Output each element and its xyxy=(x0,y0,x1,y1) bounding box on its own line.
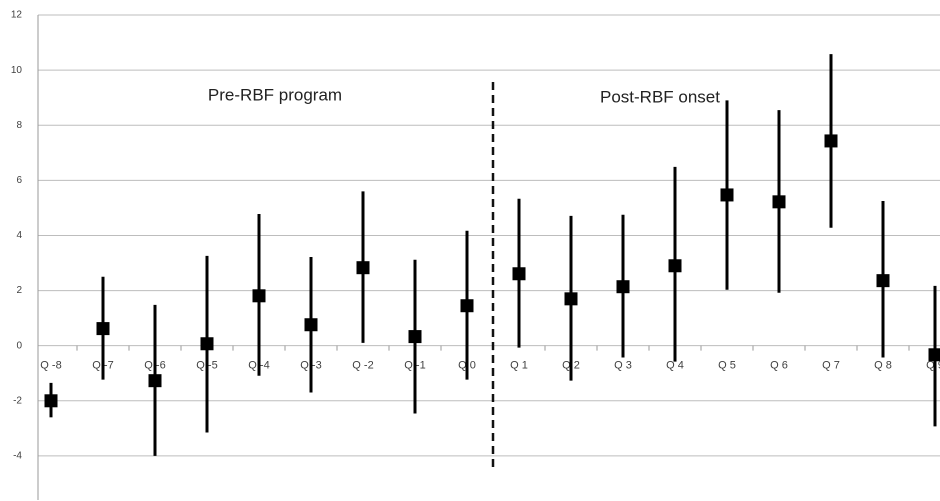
point-marker xyxy=(668,259,682,273)
x-tick-label: Q 6 xyxy=(770,360,788,372)
point-marker xyxy=(252,289,266,303)
point-marker xyxy=(616,280,630,294)
point-marker xyxy=(148,374,162,388)
y-tick-label: 0 xyxy=(16,340,22,351)
y-tick-label: 12 xyxy=(11,10,23,21)
point-marker xyxy=(876,274,890,288)
point-marker xyxy=(824,134,838,148)
x-tick-label: Q 3 xyxy=(614,360,632,372)
y-tick-label: 6 xyxy=(16,175,22,186)
y-tick-label: -2 xyxy=(13,395,22,406)
x-tick-label: Q 8 xyxy=(874,360,892,372)
point-marker xyxy=(512,267,526,281)
point-marker xyxy=(304,318,318,332)
y-tick-label: 2 xyxy=(16,285,22,296)
x-tick-label: Q -2 xyxy=(352,360,373,372)
annotation: Post-RBF onset xyxy=(600,87,720,106)
point-marker xyxy=(96,322,110,336)
point-marker xyxy=(408,330,422,344)
point-marker xyxy=(720,188,734,202)
x-tick-label: Q 1 xyxy=(510,360,528,372)
point-marker xyxy=(460,299,474,313)
x-tick-label: Q 5 xyxy=(718,360,736,372)
x-tick-label: Q -8 xyxy=(40,360,61,372)
x-tick-label: Q 4 xyxy=(666,360,684,372)
y-tick-label: -4 xyxy=(13,451,22,462)
point-marker xyxy=(44,394,58,408)
y-tick-label: 10 xyxy=(11,65,23,76)
annotation: Pre-RBF program xyxy=(208,85,342,104)
y-tick-label: 4 xyxy=(16,230,22,241)
x-tick-label: Q 7 xyxy=(822,360,840,372)
y-tick-label: 8 xyxy=(16,120,22,131)
point-marker xyxy=(564,292,578,306)
point-marker xyxy=(200,337,214,351)
point-marker xyxy=(928,348,940,362)
point-marker xyxy=(772,195,786,209)
point-marker xyxy=(356,261,370,275)
x-tick-label: Q 9 xyxy=(926,360,940,372)
